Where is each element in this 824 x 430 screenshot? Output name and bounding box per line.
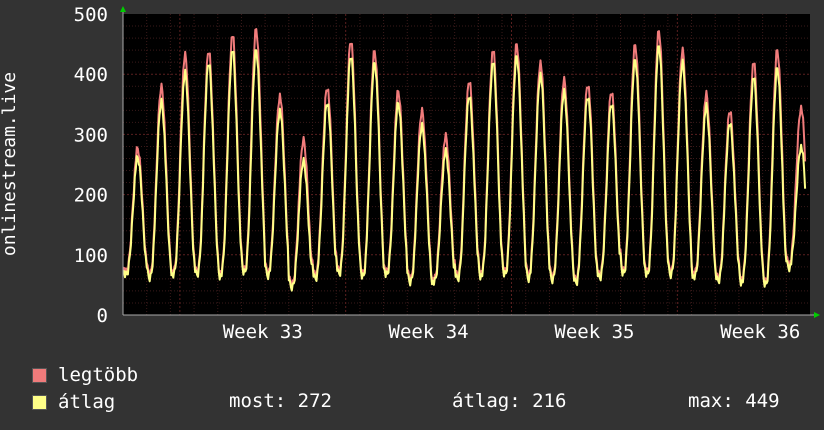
- stat-average: átlag: 216: [452, 390, 567, 412]
- x-tick-label: Week 35: [554, 321, 634, 343]
- legend-swatch-avg: [32, 395, 47, 410]
- legend-swatch-max: [32, 368, 47, 383]
- legend-label-max: legtöbb: [58, 364, 139, 386]
- y-tick-label: 200: [74, 185, 108, 207]
- x-tick-label: Week 33: [223, 321, 303, 343]
- y-axis-title: onlinestream.live: [0, 71, 20, 257]
- y-tick-label: 300: [74, 124, 108, 146]
- y-tick-label: 400: [74, 64, 108, 86]
- x-tick-label: Week 34: [389, 321, 469, 343]
- y-tick-label: 500: [74, 4, 108, 26]
- stat-current: most: 272: [229, 390, 332, 412]
- series-line-avg: [122, 45, 807, 292]
- y-axis-arrow: [120, 6, 126, 12]
- x-axis-arrow: [814, 312, 820, 318]
- legend-label-avg: átlag: [58, 391, 116, 413]
- x-tick-label: Week 36: [720, 321, 800, 343]
- stat-max: max: 449: [688, 390, 780, 412]
- y-tick-label: 100: [74, 245, 108, 267]
- plot-svg: 0 100 200 300 400 500 Week 33 Week 34 Week 35 Wee…: [74, 4, 820, 343]
- y-tick-label: 0: [97, 305, 108, 327]
